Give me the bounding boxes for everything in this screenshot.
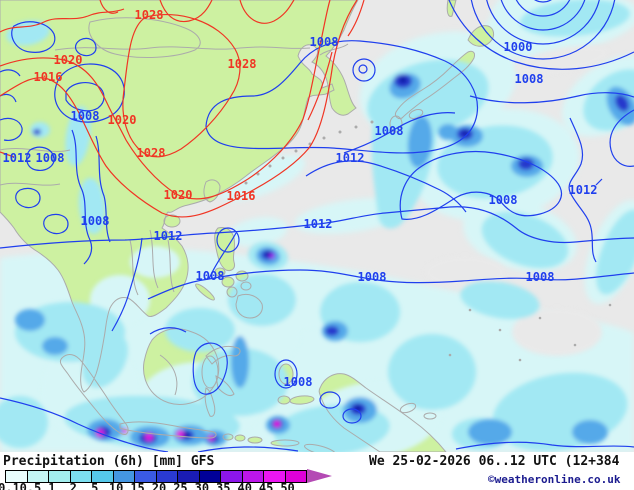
legend-swatch [92,471,114,482]
pressure-label: 1028 [135,8,164,22]
isobars-high [0,0,365,218]
pressure-label: 1016 [34,70,63,84]
pressure-label: 1012 [154,229,183,243]
legend-value: 40 [237,481,252,490]
pressure-label: 1012 [569,183,598,197]
legend-swatch [242,471,264,482]
legend-value: 0.1 [0,481,20,490]
legend-swatch [156,471,178,482]
legend-swatch [135,471,157,482]
legend-swatch [264,471,286,482]
legend-swatch [49,471,71,482]
legend-swatch [221,471,243,482]
pressure-label: 1020 [108,113,137,127]
pressure-label: 1008 [36,151,65,165]
pressure-label: 1008 [358,270,387,284]
map-title: Precipitation (6h) [mm] GFS [3,454,215,469]
pressure-label: 1020 [54,53,83,67]
legend-scale-values: 0.1 0.5 1 2 5 10 15 20 25 30 35 40 45 50 [0,481,360,490]
pressure-label: 1028 [137,146,166,160]
isobars-low [0,0,634,453]
legend-value: 45 [258,481,274,490]
legend-value: 15 [130,481,145,490]
pressure-label: 1008 [375,124,404,138]
legend-swatch [70,471,92,482]
weather-map: 1028 1020 1016 1028 1020 1028 1020 1016 1008 1000… [0,0,634,459]
pressure-label: 1008 [284,375,313,389]
precip-legend-bar [5,470,307,483]
precip-field-layer [0,0,634,459]
legend-value: 1 [48,481,56,490]
valid-time: We 25-02-2026 06..12 UTC (12+384 [369,454,620,469]
pressure-label: 1016 [227,189,256,203]
pressure-label: 1008 [526,270,555,284]
map-footer: Precipitation (6h) [mm] GFS We 25-02-202… [0,452,634,490]
legend-swatch [113,471,135,482]
pressure-label: 1008 [71,109,100,123]
small-islands [244,120,612,362]
pressure-label: 1012 [304,217,333,231]
legend-overflow-arrow [307,469,332,483]
pressure-label: 1008 [196,269,225,283]
pressure-label: 1000 [504,40,533,54]
pressure-label: 1008 [489,193,518,207]
pressure-label: 1008 [310,35,339,49]
legend-swatch [6,471,28,482]
legend-swatch [178,471,200,482]
pressure-label: 1012 [3,151,32,165]
pressure-label: 1028 [228,57,257,71]
pressure-label: 1008 [81,214,110,228]
legend-swatch [199,471,221,482]
map-container: 1028 1020 1016 1028 1020 1028 1020 1016 1008 1000… [0,0,634,459]
legend-value: 20 [151,481,167,490]
legend-value: 5 [91,481,99,490]
legend-value: 10 [108,481,124,490]
pressure-label: 1012 [336,151,365,165]
legend-value: 0.5 [19,481,42,490]
legend-value: 30 [194,481,210,490]
pressure-label: 1020 [164,188,193,202]
copyright-text: ©weatheronline.co.uk [488,473,621,486]
legend-value: 50 [280,481,295,490]
pressure-labels: 1028 1020 1016 1028 1020 1028 1020 1016 1008 1000… [3,8,598,389]
legend-swatch [285,471,306,482]
pressure-label: 1008 [515,72,544,86]
legend-value: 2 [69,481,77,490]
legend-swatch [27,471,49,482]
legend-value: 35 [216,481,231,490]
legend-value: 25 [173,481,188,490]
